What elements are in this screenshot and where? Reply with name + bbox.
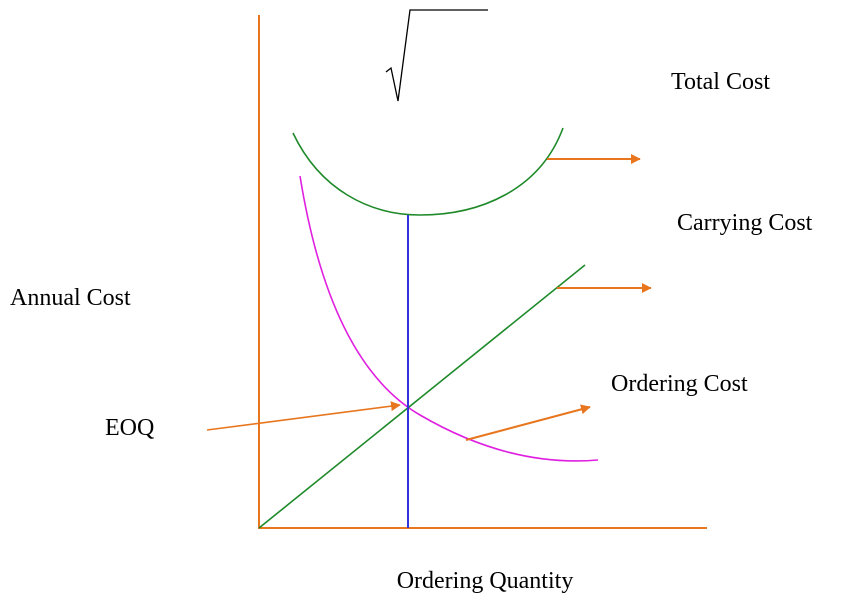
ordering-cost-label: Ordering Cost bbox=[611, 371, 748, 397]
x-axis-label: Ordering Quantity bbox=[397, 568, 574, 594]
eoq-label: EOQ bbox=[105, 415, 154, 441]
carrying-cost-line bbox=[258, 264, 586, 529]
eoq-arrow bbox=[206, 401, 401, 431]
radical-sign bbox=[385, 9, 488, 102]
annual-cost-label: Annual Cost bbox=[10, 285, 131, 311]
ordering-cost-arrow bbox=[465, 404, 591, 441]
total-cost-curve bbox=[292, 127, 564, 216]
ordering-cost-curve bbox=[299, 175, 599, 462]
total-cost-label: Total Cost bbox=[671, 69, 770, 95]
carrying-cost-label: Carrying Cost bbox=[677, 210, 813, 236]
